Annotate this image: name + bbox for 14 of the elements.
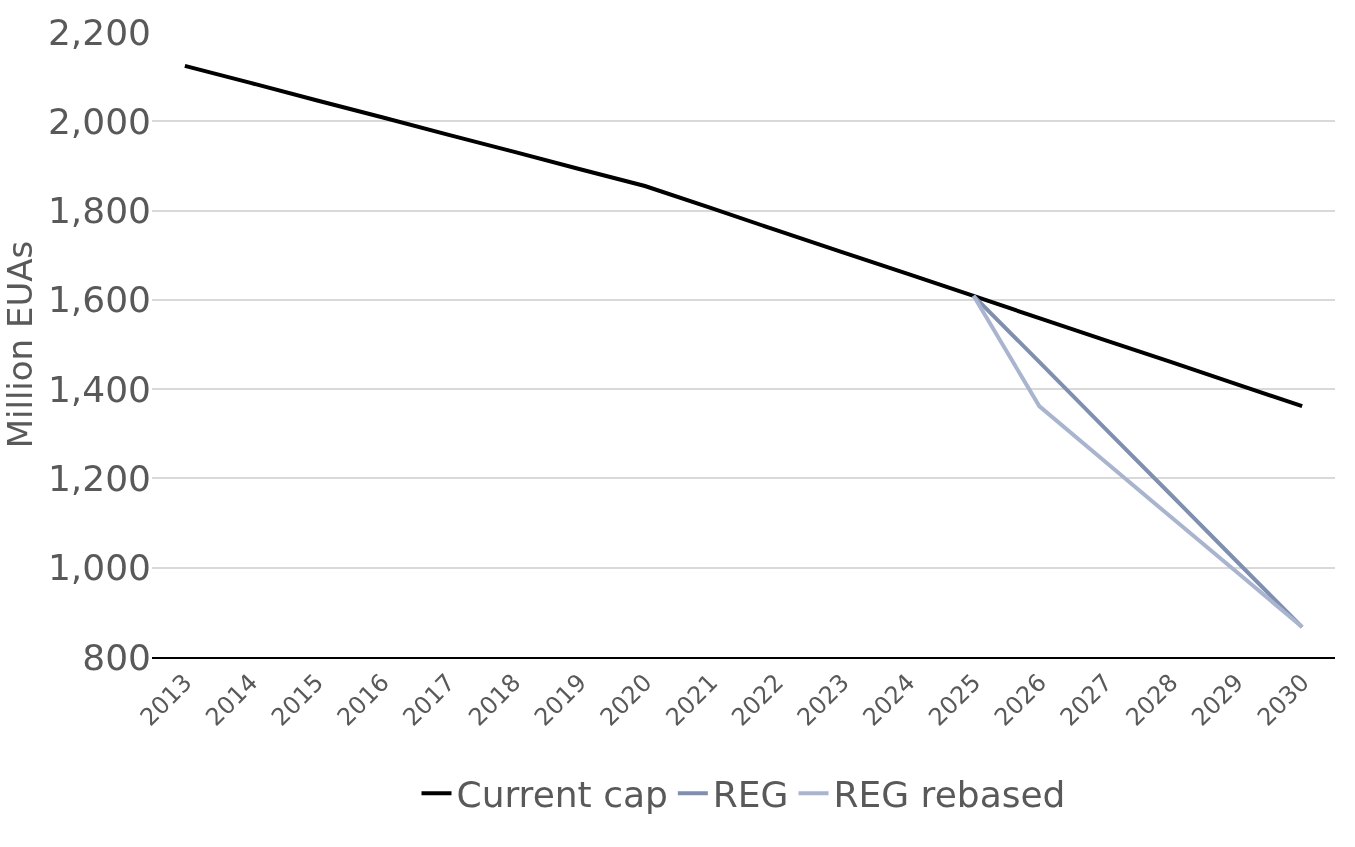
line-series (971, 293, 1305, 630)
legend-label: REG (712, 774, 789, 816)
legend-label: REG rebased (833, 774, 1066, 816)
y-tick-label: 1,400 (47, 368, 151, 410)
y-tick-label: 2,200 (47, 11, 151, 53)
y-tick-label: 1,200 (47, 458, 151, 500)
y-tick-label: 1,600 (47, 279, 151, 321)
y-tick-label: 800 (82, 636, 151, 678)
y-tick-label: 2,000 (47, 100, 151, 142)
y-tick-label: 1,800 (47, 190, 151, 232)
line-series (182, 63, 1305, 409)
legend-label: Current cap (456, 774, 668, 816)
y-axis-title: Million EUAs (0, 240, 40, 449)
y-tick-label: 1,000 (47, 547, 151, 589)
